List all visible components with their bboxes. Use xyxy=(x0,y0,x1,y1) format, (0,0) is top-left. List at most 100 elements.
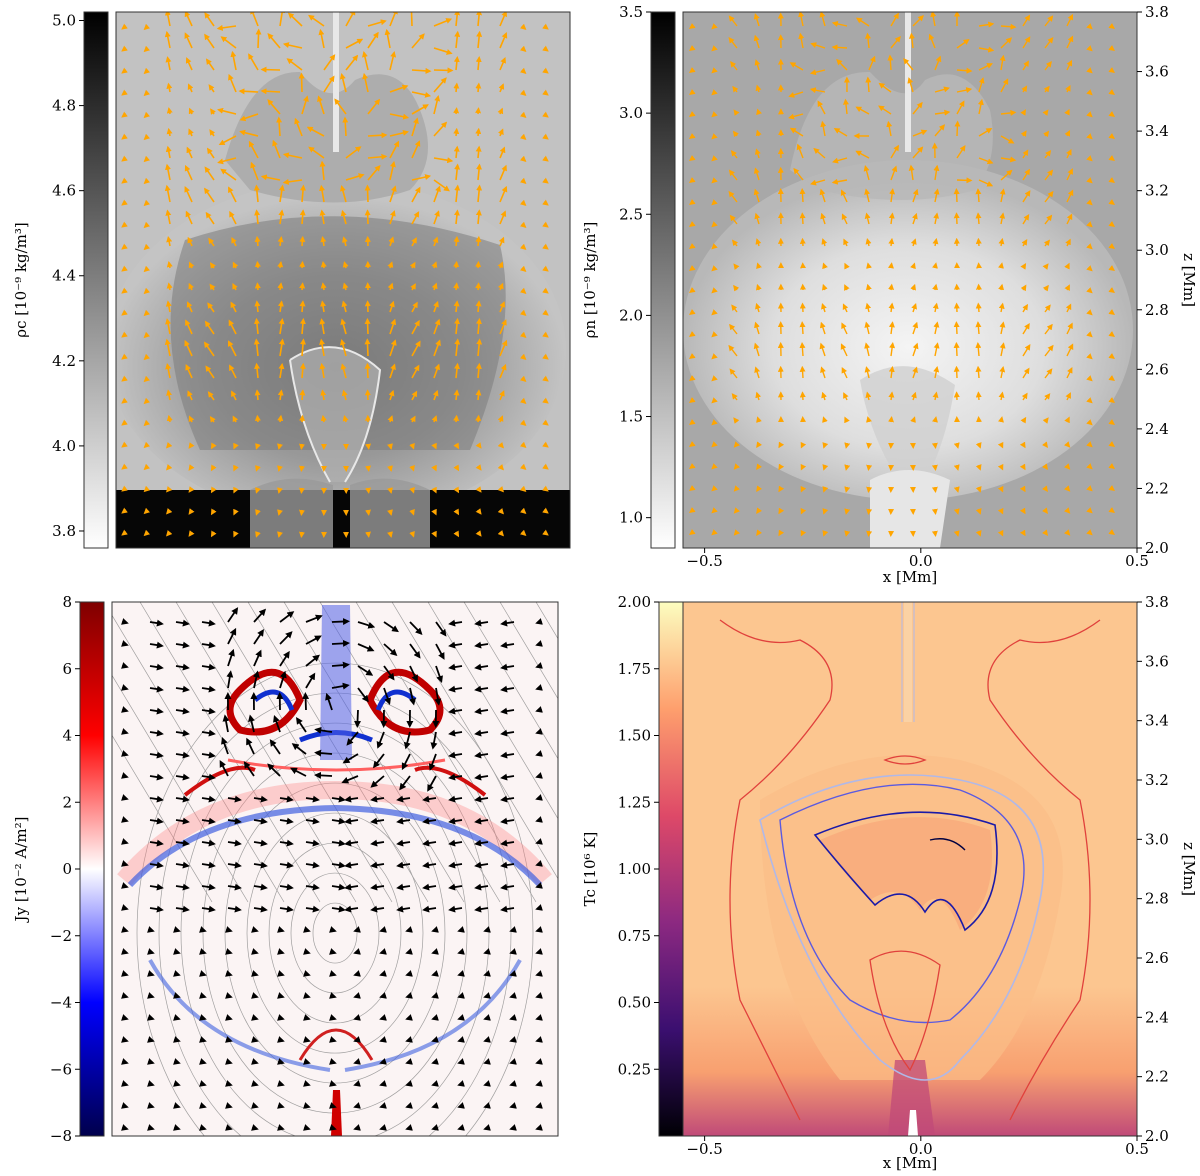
velocity-arrow xyxy=(975,486,982,493)
field-arrow xyxy=(121,882,129,889)
x-axis-top-right: −0.5 0.0 0.5 xyxy=(686,548,1149,570)
velocity-arrow xyxy=(342,116,349,137)
velocity-arrow xyxy=(231,236,237,247)
velocity-arrow xyxy=(809,87,826,94)
velocity-arrow xyxy=(319,362,326,379)
velocity-arrow xyxy=(1044,214,1053,225)
velocity-arrow xyxy=(542,529,549,536)
field-arrow xyxy=(149,817,164,825)
velocity-arrow xyxy=(1108,111,1116,117)
field-arrow xyxy=(149,729,164,737)
velocity-arrow xyxy=(228,73,237,93)
velocity-arrow xyxy=(286,58,303,71)
velocity-arrow xyxy=(931,442,938,449)
velocity-arrow xyxy=(166,389,173,401)
velocity-arrow xyxy=(810,42,826,49)
velocity-arrow xyxy=(1021,392,1028,401)
velocity-arrow xyxy=(454,163,461,181)
velocity-arrow xyxy=(1044,150,1052,159)
velocity-arrow xyxy=(1108,89,1116,95)
velocity-arrow xyxy=(975,188,982,203)
velocity-arrow xyxy=(1000,23,1017,30)
velocity-arrow xyxy=(689,154,696,162)
velocity-arrow xyxy=(756,507,763,515)
field-arrow xyxy=(303,1080,311,1087)
field-arrow xyxy=(303,926,311,933)
velocity-arrow xyxy=(499,146,506,159)
velocity-arrow xyxy=(930,12,937,27)
velocity-arrow xyxy=(799,342,806,357)
velocity-arrow xyxy=(260,174,281,181)
velocity-arrow xyxy=(542,331,549,338)
velocity-arrow xyxy=(345,173,365,181)
velocity-arrow xyxy=(689,66,696,74)
velocity-arrow xyxy=(1042,109,1049,116)
velocity-arrow xyxy=(1022,323,1030,335)
z-tick-label: 3.0 xyxy=(1145,241,1169,259)
field-arrow xyxy=(509,1102,517,1109)
velocity-arrow xyxy=(409,261,416,269)
velocity-arrow xyxy=(186,146,193,159)
field-arrow xyxy=(370,839,385,847)
field-arrow xyxy=(379,1036,387,1043)
velocity-arrow xyxy=(1022,149,1029,159)
field-arrow xyxy=(427,775,437,792)
velocity-arrow xyxy=(411,174,432,181)
velocity-arrow xyxy=(878,105,892,115)
field-arrow xyxy=(357,687,369,703)
velocity-arrow xyxy=(389,185,397,203)
field-arrow xyxy=(279,883,294,891)
field-arrow xyxy=(483,948,491,955)
velocity-arrow xyxy=(997,463,1004,471)
velocity-arrow xyxy=(453,442,460,450)
field-arrow xyxy=(331,883,346,891)
velocity-arrow xyxy=(729,323,738,335)
x-tick-label: 0.5 xyxy=(1125,552,1149,570)
field-arrow xyxy=(357,621,376,629)
velocity-arrow xyxy=(711,45,718,52)
velocity-arrow xyxy=(232,261,239,269)
field-arrow xyxy=(431,1080,439,1087)
field-arrow xyxy=(305,861,320,869)
velocity-arrow xyxy=(912,321,919,335)
velocity-arrow xyxy=(778,441,785,449)
velocity-arrow xyxy=(299,414,306,423)
velocity-arrow xyxy=(1042,417,1049,424)
velocity-arrow xyxy=(999,188,1006,203)
velocity-arrow xyxy=(389,318,397,335)
velocity-arrow xyxy=(975,342,982,357)
velocity-arrow xyxy=(956,67,973,74)
field-arrow xyxy=(251,1014,259,1021)
velocity-arrow xyxy=(542,67,549,74)
heatmap-jy xyxy=(112,602,558,1136)
velocity-arrow xyxy=(475,530,482,537)
velocity-arrow xyxy=(997,529,1004,537)
velocity-arrow xyxy=(143,111,151,119)
velocity-arrow xyxy=(799,365,806,379)
velocity-arrow xyxy=(143,221,151,229)
velocity-arrow xyxy=(755,84,762,93)
field-arrow xyxy=(405,1124,413,1131)
velocity-arrow xyxy=(912,342,919,357)
x-tick-label: −0.5 xyxy=(686,1140,722,1158)
velocity-arrow xyxy=(822,486,829,493)
velocity-arrow xyxy=(362,51,369,71)
velocity-arrow xyxy=(341,300,348,313)
velocity-arrow xyxy=(956,177,973,184)
velocity-arrow xyxy=(387,465,393,472)
velocity-arrow xyxy=(475,82,482,93)
velocity-arrow xyxy=(250,161,259,181)
field-arrow xyxy=(396,817,411,825)
velocity-arrow xyxy=(1086,243,1093,250)
field-arrow xyxy=(329,1102,337,1109)
field-arrow xyxy=(535,970,543,977)
field-arrow xyxy=(277,948,285,955)
colorbar-tick-label: 6 xyxy=(62,660,72,678)
velocity-arrow xyxy=(864,321,871,335)
field-arrow xyxy=(252,670,260,689)
velocity-arrow xyxy=(1065,303,1072,313)
field-arrow xyxy=(448,795,463,803)
velocity-arrow xyxy=(711,397,718,404)
velocity-arrow xyxy=(754,212,761,225)
velocity-arrow xyxy=(689,396,696,404)
